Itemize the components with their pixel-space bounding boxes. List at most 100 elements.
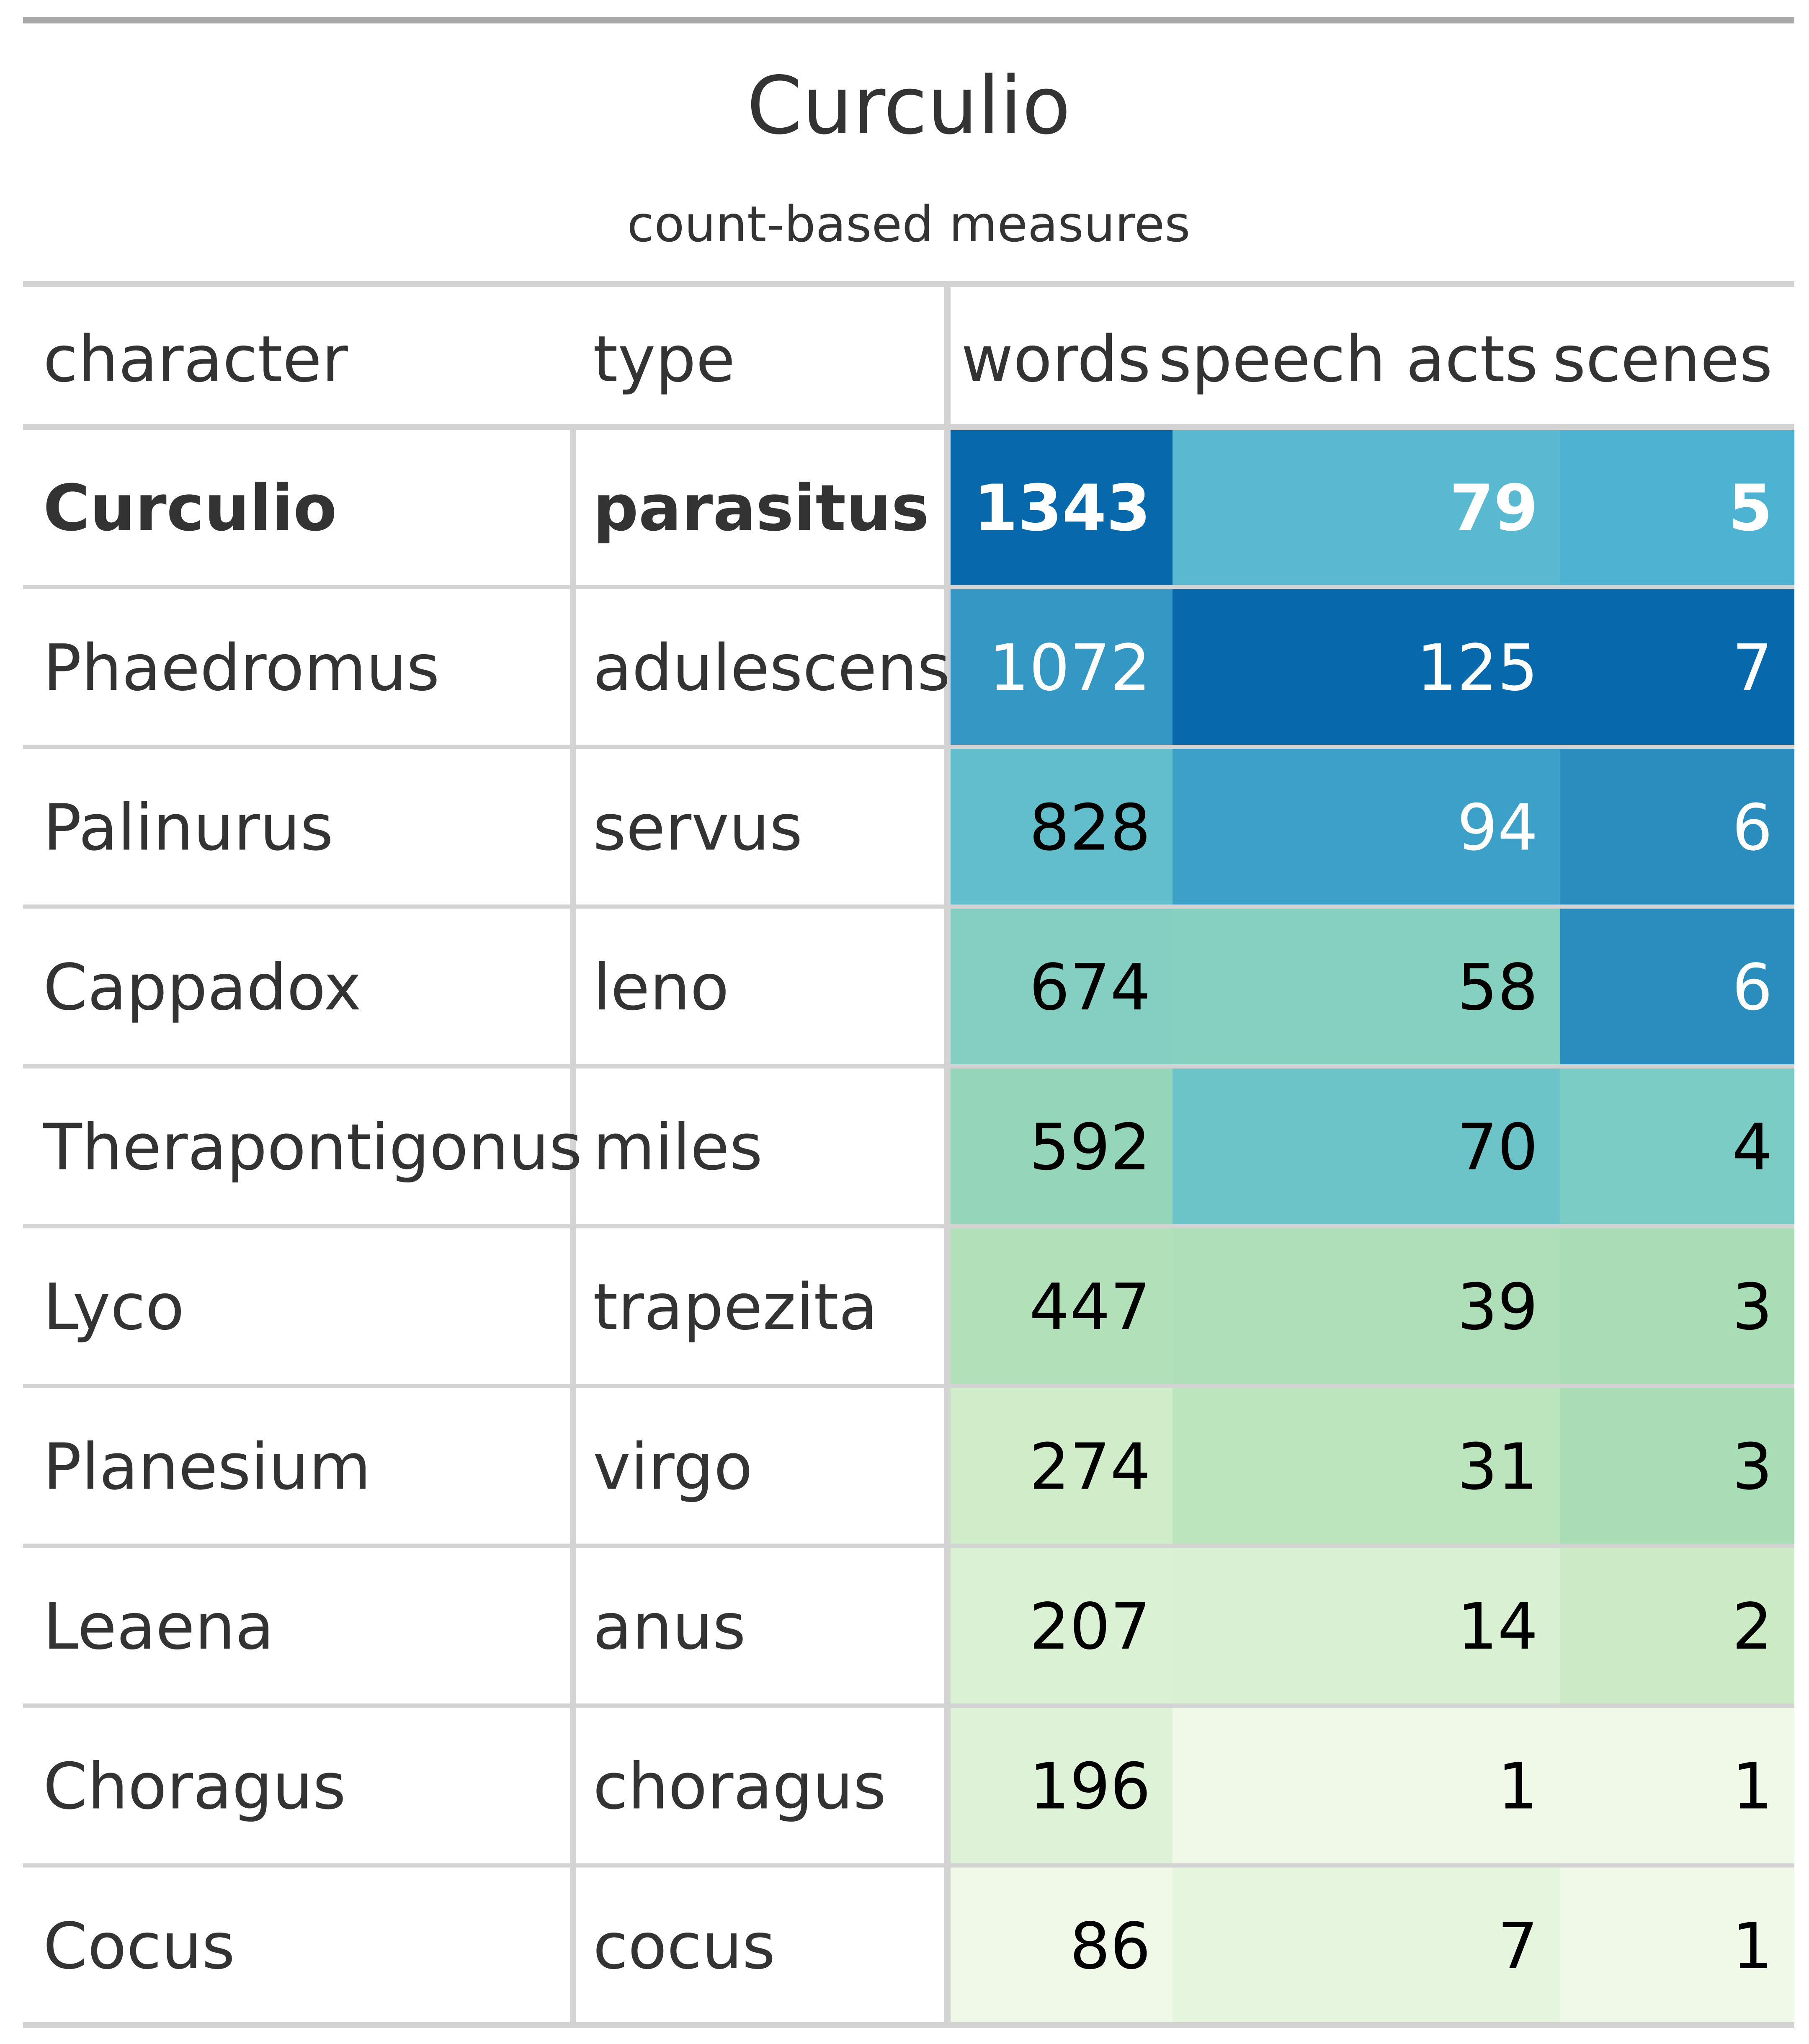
row-divider [23,904,1794,909]
cell-label-words-9: 196 [1029,1749,1151,1823]
cell-label-character-6: Lyco [43,1270,184,1344]
cell-speech-acts-9 [1172,1706,1560,1866]
column-header-words: words [961,322,1151,396]
row-divider [23,1543,1794,1548]
top-rule [23,17,1794,23]
cell-speech-acts-2 [1172,587,1560,747]
cell-label-words-8: 207 [1029,1590,1151,1664]
cell-words-6 [947,1226,1172,1386]
cell-scenes-2 [1560,587,1794,747]
row-divider [23,745,1794,749]
title-rule [23,281,1794,287]
row-divider [23,585,1794,589]
cell-label-type-4: leno [593,950,729,1025]
table-grid [23,17,1794,2028]
cell-scenes-10 [1560,1865,1794,2025]
cell-label-words-7: 274 [1029,1430,1151,1504]
cell-words-10 [947,1865,1172,2025]
cell-speech-acts-3 [1172,747,1560,907]
bottom-rule [23,2022,1794,2028]
cell-label-scenes-5: 4 [1732,1110,1773,1184]
cell-words-5 [947,1066,1172,1226]
cell-scenes-3 [1560,747,1794,907]
cell-speech-acts-8 [1172,1546,1560,1706]
row-divider [23,1384,1794,1388]
column-header-character: character [43,322,348,396]
cell-speech-acts-4 [1172,906,1560,1066]
cell-scenes-6 [1560,1226,1794,1386]
cell-label-scenes-1: 5 [1728,471,1773,545]
cell-words-2 [947,587,1172,747]
cell-scenes-8 [1560,1546,1794,1706]
cell-label-character-9: Choragus [43,1749,346,1823]
row-divider [23,1863,1794,1868]
cell-words-4 [947,906,1172,1066]
table-body: Curculio parasitus 1 3 4 3 79 5 Phaedromus adules… [43,471,1773,1983]
cell-label-type-3: servus [593,790,803,865]
table-subtitle: count-based measures [627,195,1190,253]
cell-speech-acts-7 [1172,1386,1560,1546]
cell-label-character-5: Therapontigonus [43,1110,582,1184]
cell-label-speech-acts-7: 31 [1457,1430,1538,1504]
cell-speech-acts-1 [1172,427,1560,587]
cell-label-scenes-6: 3 [1732,1270,1773,1344]
cell-label-character-4: Cappadox [43,950,361,1025]
cell-label-speech-acts-10: 7 [1497,1909,1538,1983]
table-cells [947,427,1794,2025]
header-rule [23,424,1794,430]
cell-label-speech-acts-9: 1 [1497,1749,1538,1823]
cell-label-scenes-2: 7 [1732,631,1773,705]
row-divider [23,1224,1794,1228]
cell-scenes-9 [1560,1706,1794,1866]
cell-speech-acts-5 [1172,1066,1560,1226]
cell-label-scenes-7: 3 [1732,1430,1773,1504]
cell-words-8 [947,1546,1172,1706]
cell-label-words-3: 828 [1029,790,1151,865]
cell-label-speech-acts-6: 39 [1457,1270,1538,1344]
column-divider [570,427,576,2025]
cell-scenes-4 [1560,906,1794,1066]
cell-scenes-1 [1560,427,1794,587]
cell-label-type-10: cocus [593,1909,776,1983]
cell-label-words-6: 447 [1029,1270,1151,1344]
cell-label-type-1: parasitus [593,471,929,545]
cell-label-scenes-8: 2 [1732,1590,1773,1664]
cell-label-character-1: Curculio [43,471,337,545]
cell-label-speech-acts-8: 14 [1457,1590,1538,1664]
table-title: Curculio [747,59,1071,152]
cell-speech-acts-10 [1172,1865,1560,2025]
table-header: character type words speech acts scenes [43,322,1773,396]
cell-label-character-10: Cocus [43,1909,235,1983]
cell-label-character-2: Phaedromus [43,631,440,705]
cell-words-7 [947,1386,1172,1546]
cell-words-3 [947,747,1172,907]
cell-label-character-8: Leaena [43,1590,274,1664]
cell-label-speech-acts-4: 58 [1457,950,1538,1025]
cell-label-type-6: trapezita [593,1270,878,1344]
cell-label-character-7: Planesium [43,1430,371,1504]
cell-label-type-2: adulescens [593,631,951,705]
cell-label-scenes-9: 1 [1732,1749,1773,1823]
cell-scenes-5 [1560,1066,1794,1226]
cell-label-speech-acts-5: 70 [1457,1110,1538,1184]
cell-label-words-10: 86 [1070,1909,1151,1983]
cell-label-type-7: virgo [593,1430,752,1504]
cell-label-words-5: 592 [1029,1110,1151,1184]
cell-label-type-5: miles [593,1110,763,1184]
cell-speech-acts-6 [1172,1226,1560,1386]
cell-label-character-3: Palinurus [43,790,333,865]
column-header-speech-acts: speech acts [1159,322,1538,396]
cell-words-9 [947,1706,1172,1866]
cell-label-scenes-3: 6 [1732,790,1773,865]
cell-label-type-8: anus [593,1590,746,1664]
cell-label-speech-acts-1: 79 [1449,471,1538,545]
group-divider [944,284,951,2025]
cell-scenes-7 [1560,1386,1794,1546]
cell-label-speech-acts-3: 94 [1457,790,1538,865]
cell-label-scenes-4: 6 [1732,950,1773,1025]
cell-label-words-4: 674 [1029,950,1151,1025]
column-header-type: type [593,322,735,396]
column-header-scenes: scenes [1553,322,1773,396]
row-divider [23,1064,1794,1068]
